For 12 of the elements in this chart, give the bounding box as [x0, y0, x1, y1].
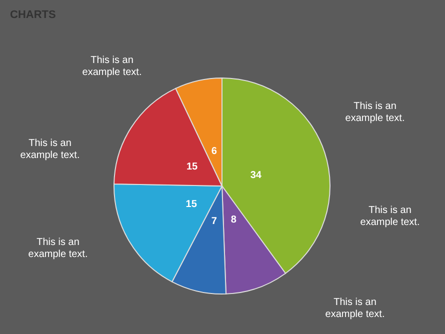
- data-label: 15: [186, 199, 198, 210]
- text: This is an example text.: [360, 205, 420, 228]
- data-label: 15: [186, 162, 198, 173]
- data-label: 34: [250, 170, 262, 181]
- text: This is an example text.: [325, 297, 385, 320]
- text: This is an example text.: [82, 55, 142, 78]
- data-label: 7: [211, 216, 218, 227]
- text: This is an example text.: [345, 101, 405, 124]
- text: This is an example text.: [20, 138, 80, 161]
- data-label: 6: [211, 146, 218, 158]
- text: This is an example text.: [28, 237, 88, 260]
- data-label: 8: [230, 214, 237, 226]
